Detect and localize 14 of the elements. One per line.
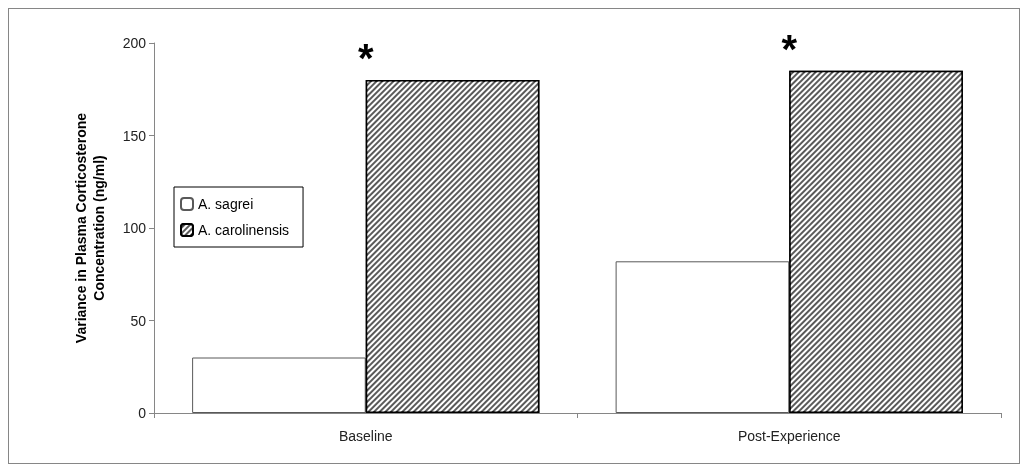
x-tick-label: Baseline: [338, 428, 393, 444]
bar: [615, 261, 790, 413]
y-tick-label: 50: [130, 312, 147, 329]
annotation: *: [357, 36, 374, 80]
y-axis-title: Variance in Plasma Corticosterone Concentration (ng/ml): [73, 112, 107, 344]
x-tick-label: Post-Experience: [737, 428, 841, 444]
legend-label: A. carolinensis: [198, 222, 290, 238]
annotation: *: [781, 26, 798, 71]
y-tick-label: 100: [122, 220, 147, 236]
y-tick-label: 150: [122, 127, 147, 144]
bar: [192, 357, 366, 413]
y-tick-label: 200: [122, 35, 147, 51]
legend-label: A. sagrei: [198, 196, 254, 212]
y-tick-label: 0: [138, 405, 147, 421]
